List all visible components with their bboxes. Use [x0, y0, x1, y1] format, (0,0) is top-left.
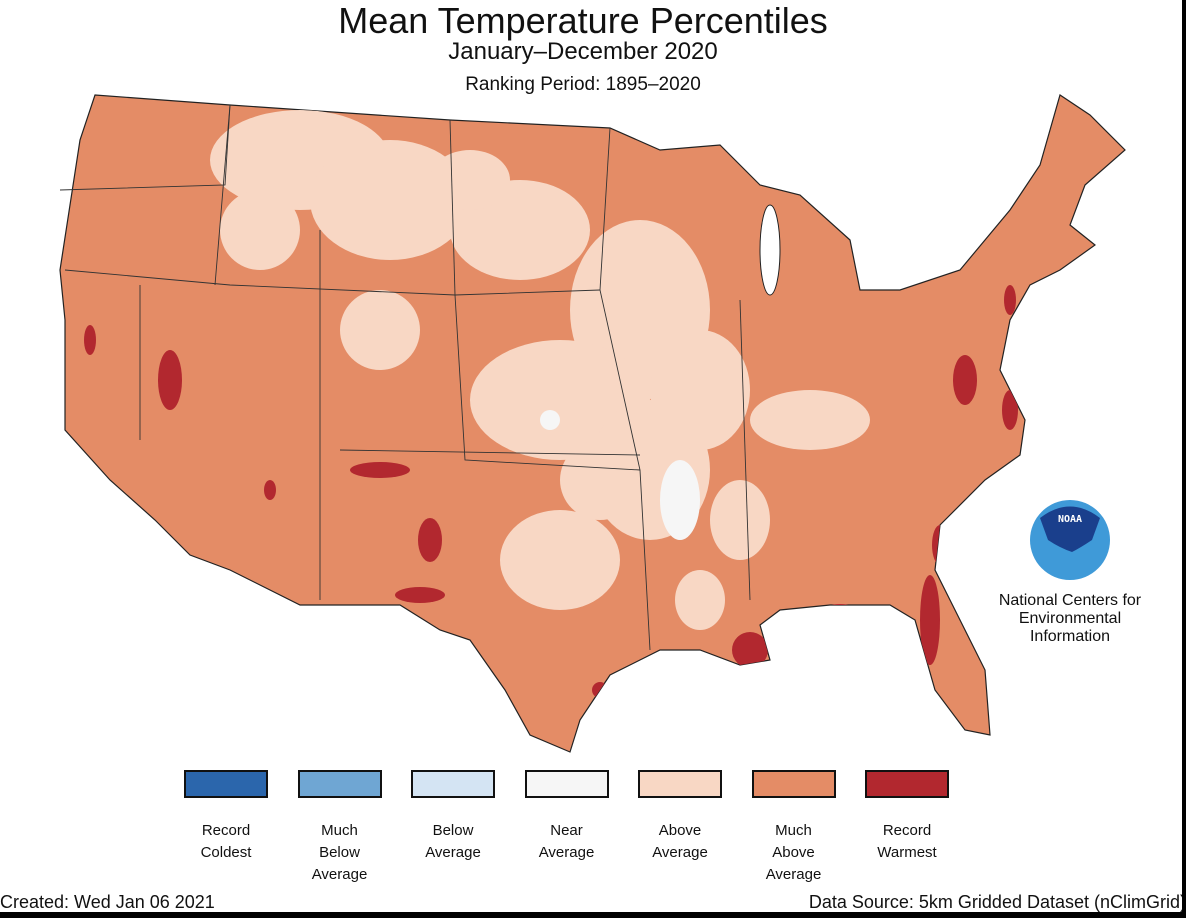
legend-label-line: Near: [550, 822, 583, 839]
legend-label-line: Above: [772, 844, 815, 861]
svg-text:NOAA: NOAA: [1058, 514, 1082, 525]
bottom-border: [0, 912, 1186, 918]
above-average-region: [340, 290, 420, 370]
record-warmest-region: [158, 350, 182, 410]
legend-label-line: Average: [425, 844, 481, 861]
state-borders: [59, 104, 751, 651]
above-average-region: [500, 510, 620, 610]
legend-label-line: Record: [882, 822, 932, 839]
record-warmest-region: [84, 325, 96, 355]
legend-swatch: [865, 770, 949, 798]
record-warmest-region: [350, 462, 410, 478]
near-average-region: [660, 460, 700, 540]
legend-label-line: Average: [311, 866, 368, 883]
above-average-region: [310, 140, 470, 260]
legend-label-line: Average: [765, 866, 822, 883]
legend-label: Record Coldest: [171, 820, 281, 864]
legend-label: Record Warmest: [852, 820, 962, 864]
legend-label: Near Average: [512, 820, 622, 864]
record-warmest-region: [825, 604, 855, 616]
legend-label-line: Much: [321, 822, 358, 839]
created-date: Created: Wed Jan 06 2021: [0, 892, 215, 912]
state-border: [449, 119, 456, 296]
noaa-logo: NOAA: [1030, 500, 1110, 580]
record-warmest-region: [732, 632, 768, 668]
legend-swatch: [184, 770, 268, 798]
record-warmest-region: [1004, 285, 1016, 315]
legend-swatch: [411, 770, 495, 798]
record-warmest-region: [932, 525, 948, 565]
state-border: [339, 449, 641, 456]
record-warmest-region: [920, 575, 940, 665]
legend-label-line: Below: [319, 844, 360, 861]
legend-swatch: [297, 770, 382, 798]
legend-label: Below Average: [398, 820, 508, 864]
legend-swatch: [751, 770, 836, 798]
state-border: [739, 299, 751, 601]
above-average-region: [560, 440, 640, 520]
above-average-region: [430, 150, 510, 210]
legend-label: Above Average: [625, 820, 735, 864]
above-average-region: [710, 480, 770, 560]
record-warmest-region: [395, 587, 445, 603]
state-border: [599, 127, 611, 291]
record-warmest-region: [264, 480, 276, 500]
legend-label-line: Below: [432, 822, 474, 839]
lake-michigan: [759, 204, 781, 296]
legend-label-line: Coldest: [200, 844, 252, 861]
record-warmest-region: [1002, 390, 1018, 430]
state-border: [64, 269, 601, 296]
ncei-name: National Centers for Environmental Infor…: [985, 592, 1155, 646]
legend-label-line: Average: [652, 844, 708, 861]
data-source: Data Source: 5km Gridded Dataset (nClimG…: [808, 892, 1186, 912]
ranking-period: Ranking Period: 1895–2020: [465, 74, 701, 95]
legend-label-line: Average: [538, 844, 595, 861]
legend-label-line: Much: [775, 822, 812, 839]
state-border: [214, 104, 231, 286]
legend-label-line: Above: [658, 822, 702, 839]
record-warmest-region: [418, 518, 442, 562]
above-average-region: [750, 390, 870, 450]
record-warmest-region: [592, 682, 608, 698]
legend-swatch: [638, 770, 722, 798]
legend-label: Much Above Average: [739, 820, 849, 886]
right-border: [1182, 0, 1186, 918]
above-average-region: [650, 330, 750, 450]
ncei-line: National Centers for: [998, 592, 1142, 609]
record-warmest-region: [953, 355, 977, 405]
above-average-region: [220, 190, 300, 270]
map-subtitle: January–December 2020: [448, 38, 718, 65]
legend-label-line: Warmest: [877, 844, 937, 861]
legend-label-line: Record: [201, 822, 251, 839]
ncei-line: Environmental: [1018, 610, 1122, 627]
legend-swatch: [524, 770, 609, 798]
state-border: [59, 104, 231, 191]
legend-label: Much Below Average: [285, 820, 395, 886]
near-average-region: [540, 410, 560, 430]
ncei-line: Information: [1029, 628, 1111, 645]
above-average-region: [675, 570, 725, 630]
state-border: [599, 289, 651, 651]
map-title: Mean Temperature Percentiles: [338, 0, 828, 41]
state-border: [454, 294, 641, 471]
